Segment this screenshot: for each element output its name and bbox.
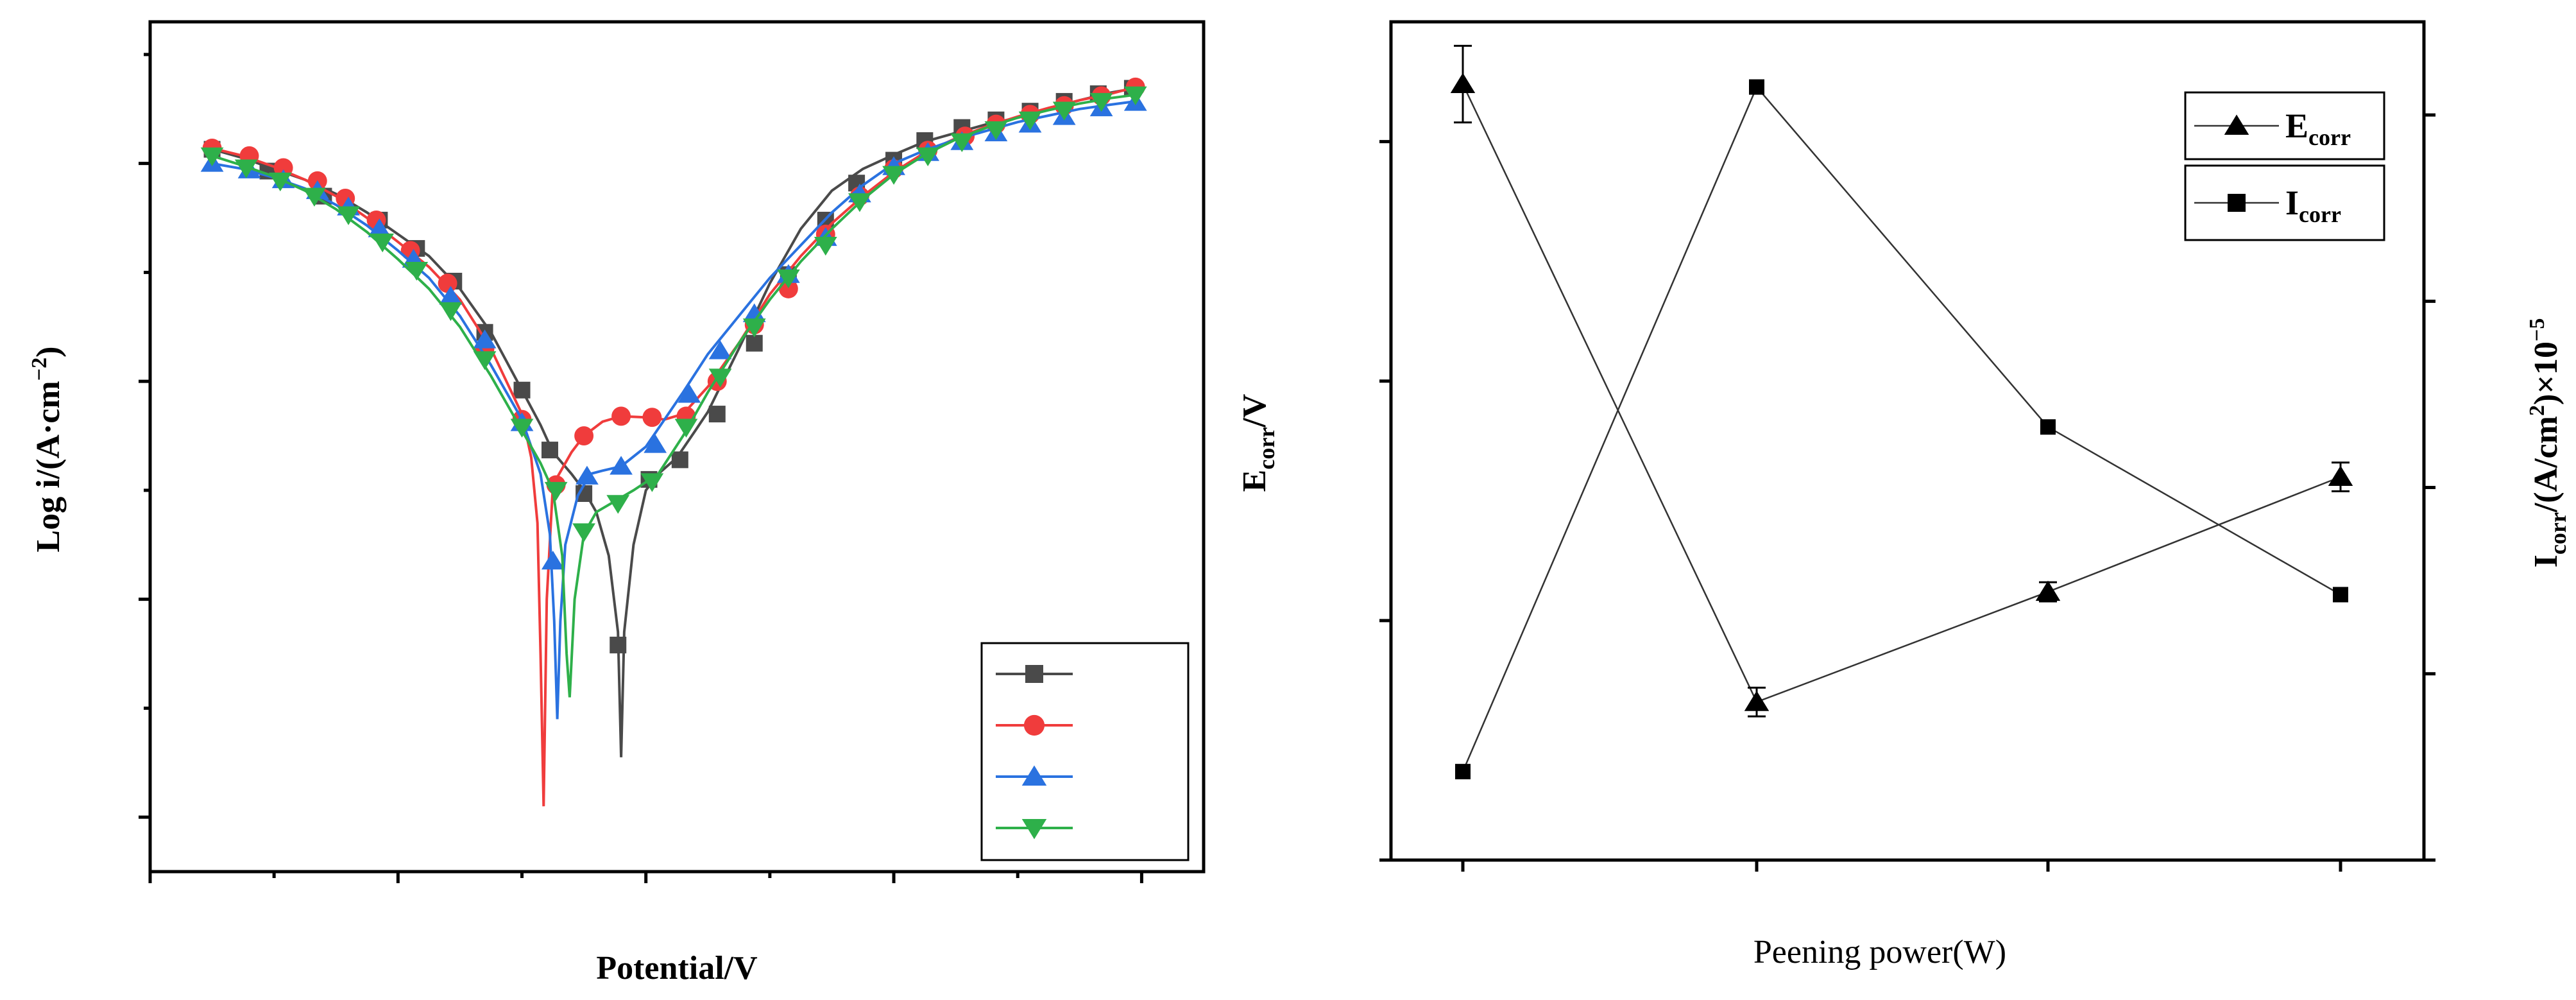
data-point-2080W [303, 187, 326, 207]
data-point-Blank [610, 636, 627, 653]
data-point-2080W [1018, 111, 1042, 131]
data-point-1040W [642, 408, 662, 427]
data-point-1560W [678, 384, 701, 403]
data-point-1040W [574, 426, 594, 445]
ecorr-icorr-series [1450, 44, 2353, 780]
legend-box [980, 642, 1190, 861]
x-axis-label-2: Peening power(W) [1753, 934, 2006, 970]
data-point-2080W [234, 159, 258, 178]
legend-marker-1040W [1023, 714, 1045, 736]
ecorr-point [2328, 465, 2353, 486]
data-point-Blank [708, 406, 726, 423]
data-point-2080W [950, 133, 974, 152]
ecorr-line [1462, 83, 2341, 703]
y-axis-label: Log i/(A·cm−2) [28, 347, 67, 553]
polarization-legend [980, 642, 1190, 861]
plot-frame-2 [1389, 20, 2426, 862]
legend-marker-Blank [1025, 665, 1043, 683]
ecorr-point [1744, 691, 1770, 711]
legend-marker-Icorr [2228, 194, 2246, 212]
legend-marker-2080W [1021, 819, 1047, 840]
plot-frame [148, 20, 1206, 874]
icorr-point [2040, 419, 2056, 435]
data-point-1560W [439, 286, 463, 305]
legend-label-Icorr: Icorr [2285, 184, 2341, 227]
data-point-2080W [708, 368, 732, 388]
data-point-Blank [746, 334, 763, 352]
icorr-point [2333, 587, 2348, 603]
data-point-2080W [814, 236, 837, 256]
data-point-Blank [671, 451, 688, 469]
data-point-1560W [742, 303, 766, 322]
data-point-2080W [510, 418, 534, 438]
data-point-Blank [541, 442, 558, 459]
polarization-series [200, 77, 1147, 807]
icorr-line [1462, 85, 2341, 772]
data-point-1560W [541, 550, 565, 570]
icorr-point [1749, 79, 1764, 95]
data-point-2080W [916, 147, 940, 167]
legend-marker-1560W [1021, 765, 1047, 786]
polarization-chart: Potential/V Log i/(A·cm−2) [28, 20, 1206, 987]
y-right-axis-label: Icorr/(A/cm2)×10−5 [2525, 318, 2571, 568]
polarization-ticks [139, 53, 1143, 883]
data-point-1040W [438, 273, 457, 293]
data-point-1040W [611, 406, 631, 426]
data-point-2080W [200, 147, 224, 167]
data-point-2080W [1089, 92, 1113, 112]
data-point-2080W [1052, 101, 1076, 121]
data-point-1560W [610, 456, 633, 475]
icorr-point [1455, 764, 1471, 780]
ecorr-point [1450, 73, 1476, 94]
ecorr-icorr-ticks [1379, 113, 2435, 872]
data-point-2080W [606, 495, 630, 514]
data-point-1560W [473, 329, 497, 349]
ecorr-icorr-chart: Peening power(W) Ecorr/V Icorr/(A/cm2)×1… [1236, 20, 2571, 970]
data-point-2080W [405, 262, 429, 281]
data-point-2080W [984, 121, 1008, 141]
data-point-2080W [572, 523, 595, 542]
data-point-2080W [640, 473, 664, 492]
data-point-2080W [1123, 86, 1147, 105]
data-point-2080W [473, 351, 497, 370]
data-point-2080W [268, 172, 292, 192]
data-point-1560W [708, 340, 732, 359]
data-point-2080W [371, 233, 395, 253]
data-point-1560W [368, 218, 391, 237]
data-point-2080W [848, 193, 871, 212]
data-point-2080W [742, 318, 766, 338]
legend-marker-Ecorr [2224, 114, 2249, 135]
data-point-2080W [674, 418, 698, 438]
data-point-2080W [544, 481, 568, 501]
data-point-2080W [337, 206, 360, 225]
ecorr-icorr-legend: Ecorr Icorr [2184, 91, 2385, 241]
data-point-1560W [644, 434, 667, 453]
legend-label-Ecorr: Ecorr [2285, 107, 2351, 150]
ecorr-point [2035, 580, 2061, 601]
y-left-axis-label: Ecorr/V [1236, 394, 1279, 492]
data-point-Blank [513, 381, 531, 399]
x-axis-label: Potential/V [596, 950, 757, 987]
series-line-2080W [211, 93, 1136, 698]
data-point-2080W [882, 166, 905, 185]
data-point-2080W [776, 269, 800, 289]
data-point-1560W [576, 465, 599, 485]
data-point-2080W [439, 302, 463, 322]
